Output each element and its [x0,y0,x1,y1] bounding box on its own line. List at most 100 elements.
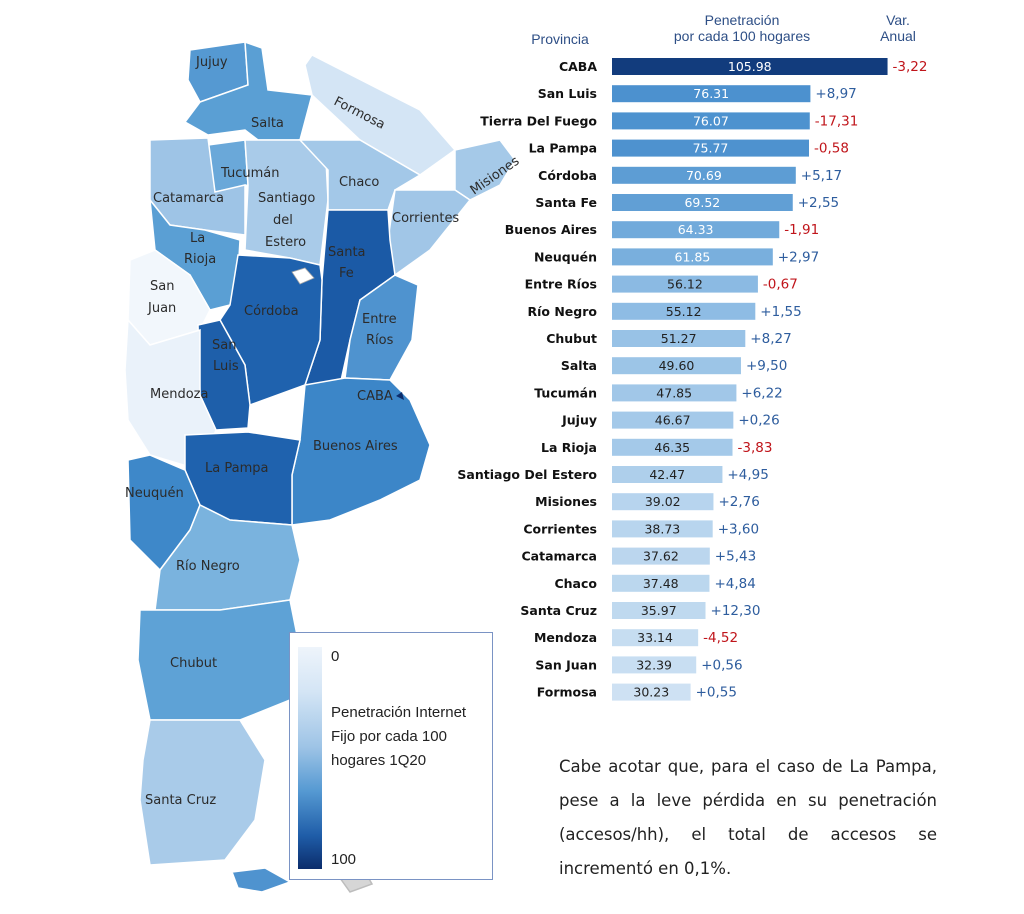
bar [612,520,713,538]
bar-value-label: 47.85 [656,385,692,400]
category-label: Catamarca [522,549,598,564]
label-salta: Salta [251,116,284,131]
legend-color-scale [298,647,322,869]
bar [612,547,710,565]
var-label: +0,26 [738,413,779,429]
bar [612,85,811,103]
var-label: +8,27 [750,331,791,347]
var-label: +6,22 [741,385,782,401]
label-jujuy: Jujuy [195,55,228,70]
bar [612,629,699,647]
label-buenosaires: Buenos Aires [313,439,398,454]
label-santiago-2: del [273,213,293,228]
var-label: +5,43 [715,549,756,565]
var-label: +9,50 [746,358,787,374]
category-label: Entre Ríos [525,277,597,292]
var-label: -3,83 [738,440,773,456]
bar [612,166,796,184]
bar-value-label: 56.12 [667,277,703,292]
bar-value-label: 38.73 [644,521,680,536]
bar-value-label: 46.67 [655,413,691,428]
bar-value-label: 70.69 [686,168,722,183]
label-neuquen: Neuquén [125,486,184,501]
category-label: Santa Fe [535,195,597,210]
bar-value-label: 42.47 [649,467,685,482]
var-label: +2,97 [778,249,819,265]
var-label: +8,97 [815,86,856,102]
bar-value-label: 35.97 [641,603,677,618]
category-label: Buenos Aires [505,222,597,237]
var-label: +3,60 [718,521,759,537]
bar-value-label: 37.62 [643,549,679,564]
category-label: La Pampa [529,141,597,156]
label-tucuman: Tucumán [220,166,279,181]
label-catamarca: Catamarca [153,191,224,206]
var-label: +0,56 [701,657,742,673]
label-lapampa: La Pampa [205,461,268,476]
var-label: -17,31 [815,113,859,129]
bar [612,139,810,157]
bar [612,683,691,701]
bar-value-label: 39.02 [645,494,681,509]
var-label: +5,17 [801,168,842,184]
province-santacruz [139,719,266,866]
category-label: Córdoba [538,168,597,183]
province-chaco [298,139,422,211]
label-chubut: Chubut [170,656,217,671]
label-sanluis-2: Luis [213,359,239,374]
label-santiago-1: Santiago [258,191,315,206]
category-label: Santiago Del Estero [457,467,597,482]
header-var-line2: Anual [880,28,916,44]
label-larioja-2: Rioja [184,252,216,267]
category-label: Santa Cruz [520,603,597,618]
note-text: Cabe acotar que, para el caso de La Pamp… [559,757,937,878]
label-caba: CABA [357,389,393,404]
bar-value-label: 105.98 [728,59,772,74]
category-label: Chubut [546,331,597,346]
bar-value-label: 76.31 [693,86,729,101]
header-penetracion-line2: por cada 100 hogares [673,28,811,44]
bar [612,411,734,429]
bar [612,221,780,239]
var-label: -1,91 [784,222,819,238]
category-label: Neuquén [534,249,597,264]
label-santafe-1: Santa [328,245,366,260]
bar [612,194,793,211]
bar-value-label: 75.77 [693,141,729,156]
caba-marker [396,392,404,400]
province-tierradelfuego [230,867,292,893]
label-santafe-2: Fe [339,266,354,281]
label-chaco: Chaco [339,175,379,190]
label-entrerios-2: Ríos [366,333,394,348]
label-sanjuan-2: Juan [147,301,176,316]
bar-value-label: 61.85 [675,249,711,264]
var-label: -3,22 [893,59,928,75]
category-label: Tucumán [534,385,597,400]
header-var-anual: Var. Anual [870,12,926,44]
bar [612,384,737,402]
var-label: +2,55 [798,195,839,211]
category-label: Salta [561,358,597,373]
category-label: Jujuy [561,413,597,428]
category-label: Río Negro [528,304,598,319]
category-label: Corrientes [523,521,597,536]
bar-value-label: 64.33 [678,222,714,237]
legend-min: 0 [331,648,340,665]
bar-value-label: 46.35 [654,440,690,455]
bar [612,330,746,347]
bar-value-label: 55.12 [666,304,702,319]
var-label: -0,67 [763,277,798,293]
category-label: San Juan [535,657,597,672]
label-cordoba: Córdoba [244,304,299,319]
bar-value-label: 49.60 [659,358,695,373]
bar [612,58,888,75]
bar [612,574,710,592]
var-label: +4,84 [714,576,755,592]
bar [612,438,733,456]
bar-value-label: 76.07 [693,113,729,128]
bar [612,493,714,511]
cordoba-lake-icon [291,267,315,285]
province-chubut [137,599,301,721]
label-mendoza: Mendoza [150,387,208,402]
bar-value-label: 33.14 [637,630,673,645]
